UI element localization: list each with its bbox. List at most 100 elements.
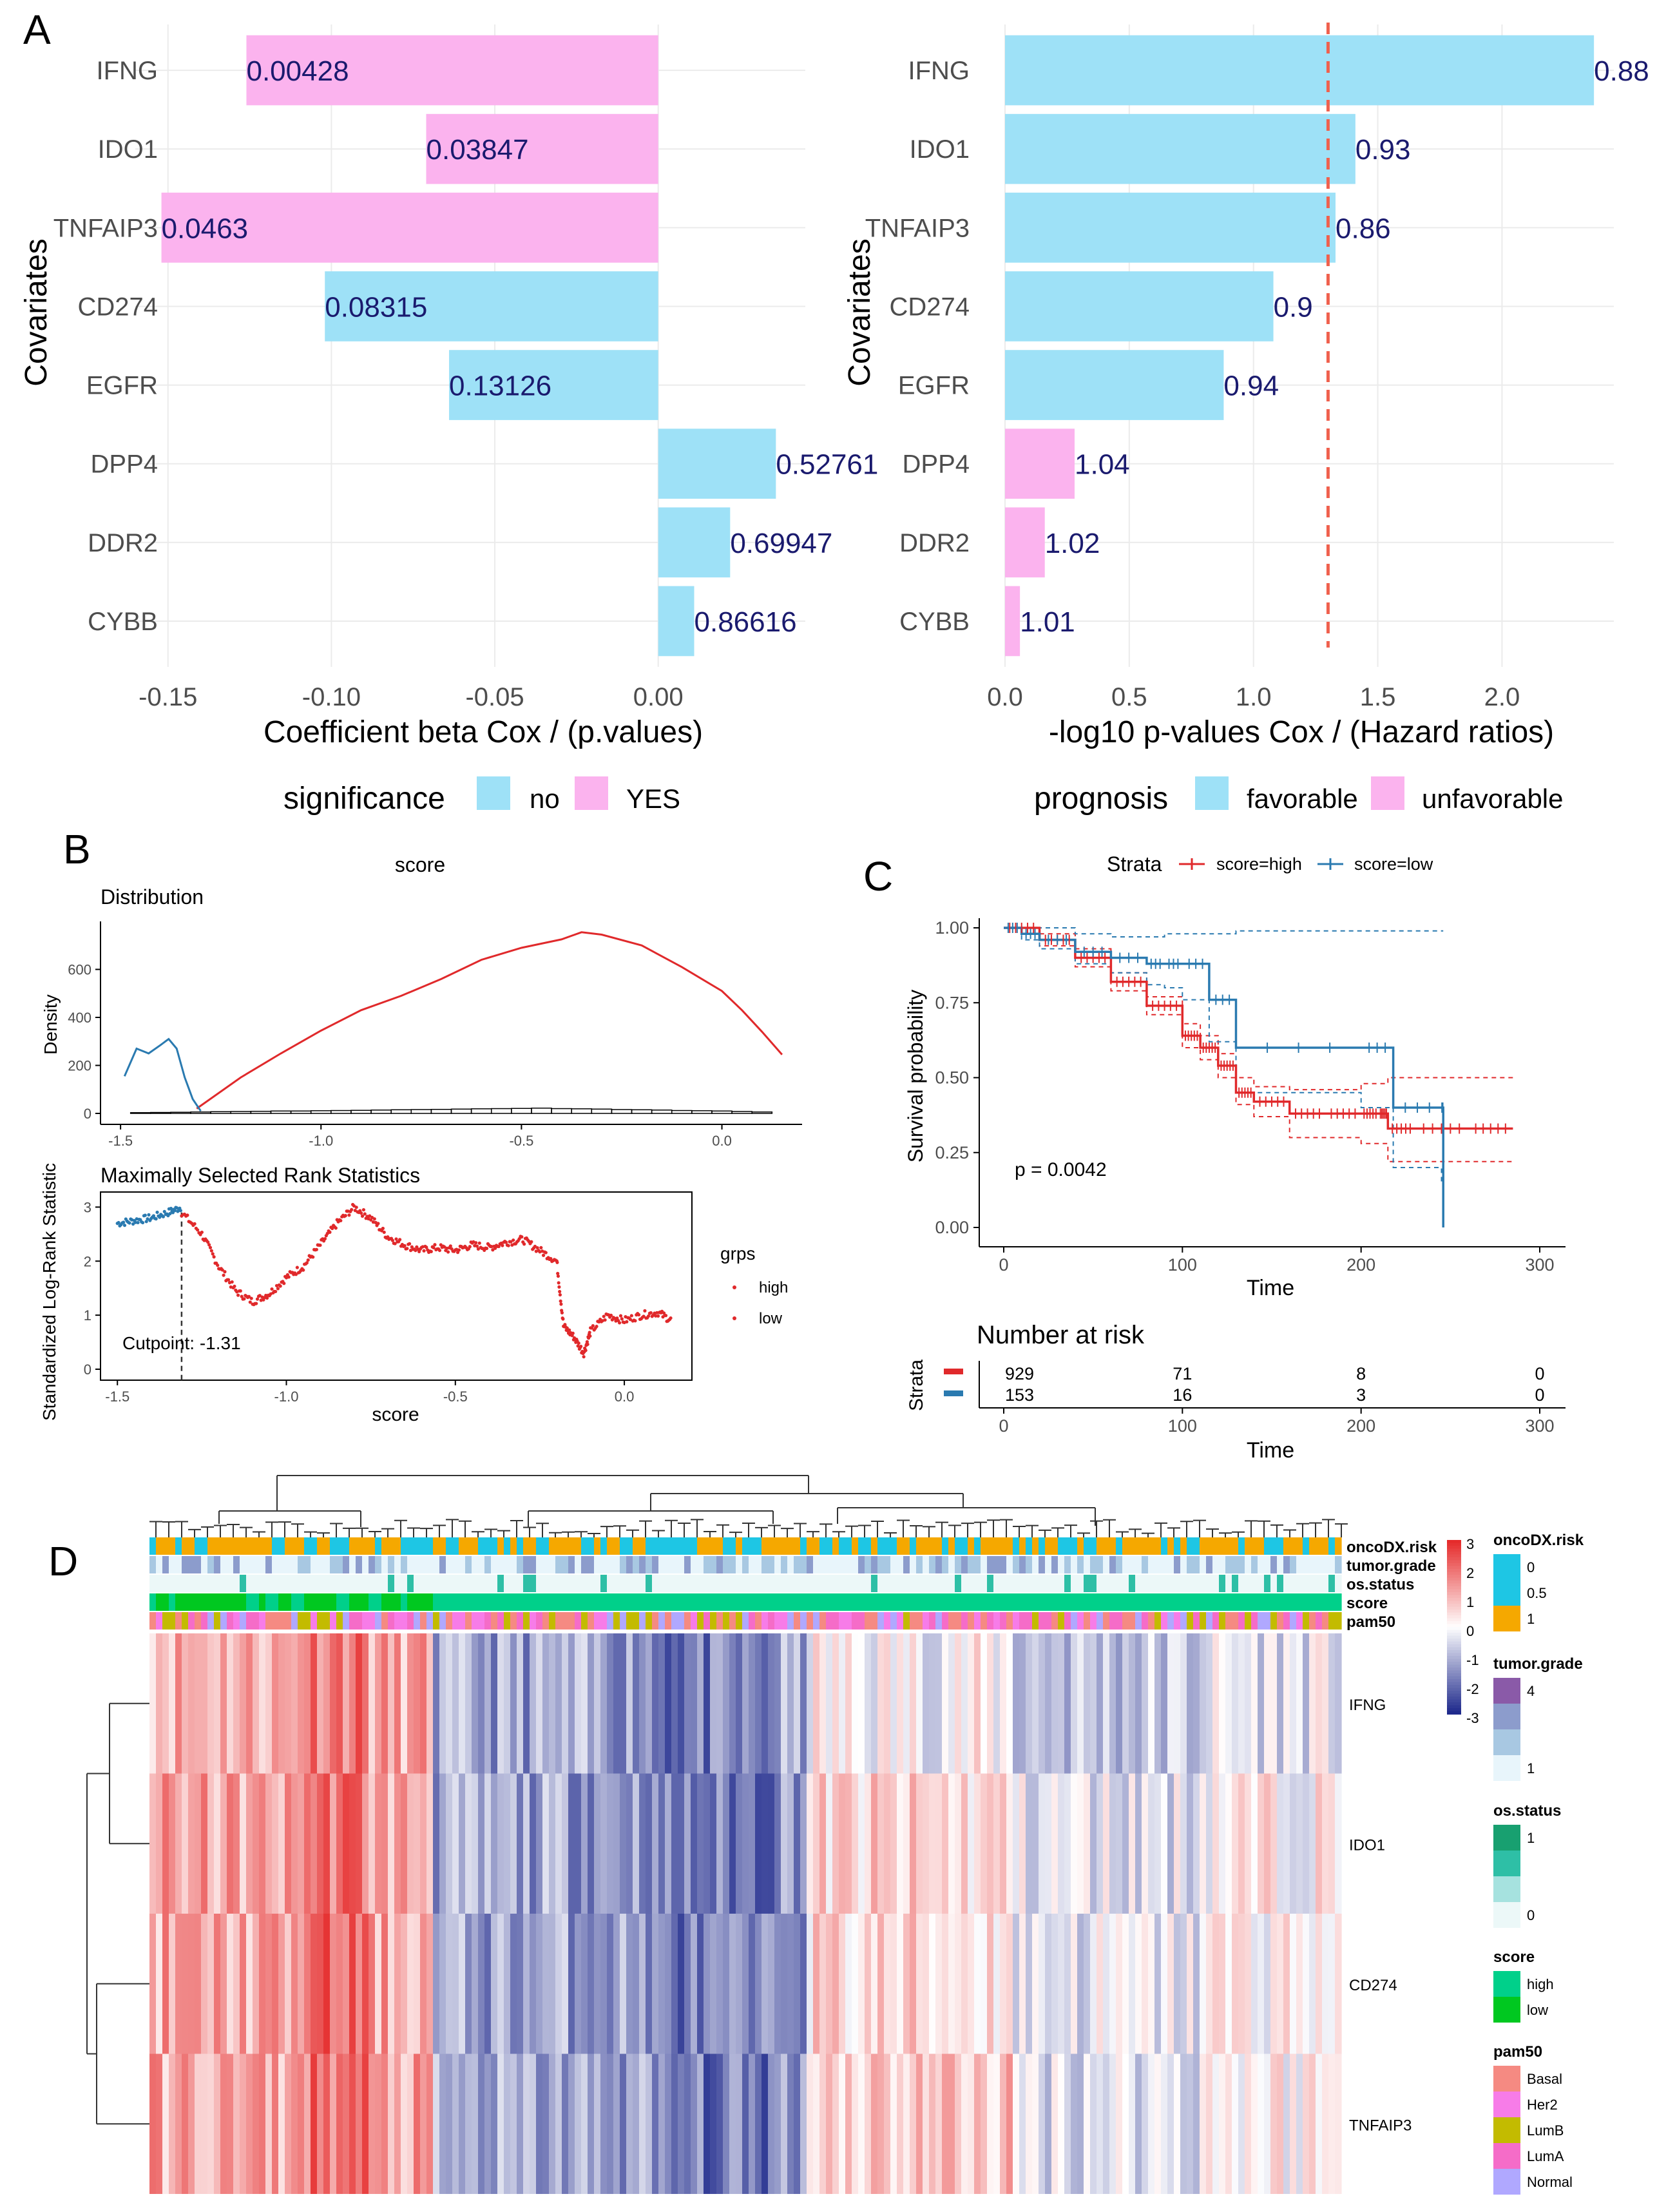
d-heat-cell	[1032, 2053, 1039, 2194]
d-annotation-cell	[1316, 1593, 1323, 1611]
d-heat-cell	[955, 2053, 962, 2194]
d-legend-swatch	[1493, 1678, 1520, 1704]
d-annotation-cell	[433, 1556, 440, 1573]
d-annotation-cell	[1116, 1537, 1123, 1555]
d-legend-title: os.status	[1493, 1802, 1561, 1820]
d-heat-cell	[568, 1633, 575, 1774]
d-annotation-cell	[1058, 1556, 1065, 1573]
b2-point-high	[376, 1222, 380, 1226]
d-annotation-cell	[800, 1556, 807, 1573]
d-heat-cell	[149, 2053, 157, 2194]
d-heat-cell	[536, 1773, 543, 1914]
d-annotation-cell	[433, 1575, 440, 1592]
b2-point-high	[654, 1314, 658, 1318]
d-heat-cell	[858, 1773, 865, 1914]
d-annotation-cell	[253, 1612, 260, 1630]
d-annotation-cell	[626, 1556, 633, 1573]
d-heat-cell	[1225, 1914, 1232, 2054]
d-annotation-cell	[536, 1593, 543, 1611]
d-annotation-cell	[723, 1612, 730, 1630]
d-heat-cell	[156, 1914, 163, 2054]
b2-point-low	[158, 1215, 162, 1219]
c-ylabel: Survival probability	[904, 990, 927, 1163]
d-heat-cell	[246, 1773, 253, 1914]
d-annotation-cell	[652, 1537, 659, 1555]
d-heat-cell	[600, 1914, 608, 2054]
b2-point-high	[535, 1245, 539, 1250]
d-heat-cell	[1135, 1633, 1142, 1774]
b2-point-high	[533, 1244, 537, 1248]
d-annotation-cell	[832, 1556, 839, 1573]
d-annotation-cell	[517, 1537, 524, 1555]
a1-category-label: DDR2	[88, 529, 158, 557]
d-annotation-cell	[942, 1575, 949, 1592]
d-heat-cell	[497, 1773, 504, 1914]
d-annotation-cell	[1154, 1575, 1162, 1592]
d-heat-cell	[459, 1914, 466, 2054]
d-heat-cell	[1148, 1633, 1155, 1774]
d-heat-cell	[678, 1773, 685, 1914]
d-heat-cell	[343, 1914, 350, 2054]
d-heat-cell	[311, 1914, 318, 2054]
d-scale-segment	[1447, 1563, 1461, 1567]
d-annotation-cell	[987, 1575, 994, 1592]
d-heat-cell	[575, 1914, 582, 2054]
d-annotation-cell	[1245, 1556, 1252, 1573]
d-annotation-cell	[1109, 1612, 1116, 1630]
d-heat-cell	[336, 1773, 343, 1914]
d-annotation-cell	[1071, 1556, 1078, 1573]
panel-label-c: C	[863, 853, 893, 899]
b2-point-high	[620, 1317, 624, 1321]
d-annotation-cell	[716, 1556, 723, 1573]
d-annotation-cell	[581, 1556, 588, 1573]
d-annotation-cell	[658, 1612, 666, 1630]
d-annotation-cell	[317, 1537, 324, 1555]
d-annotation-cell	[414, 1593, 421, 1611]
d-annotation-cell	[807, 1556, 814, 1573]
d-heat-cell	[169, 1914, 176, 2054]
b2-point-high	[582, 1355, 586, 1359]
d-heat-cell	[523, 2053, 530, 2194]
d-annotation-cell	[568, 1537, 575, 1555]
d-annotation-cell	[1283, 1612, 1290, 1630]
a1-tick-label: -0.10	[302, 683, 361, 711]
d-annotation-cell	[787, 1612, 794, 1630]
d-heat-cell	[478, 1773, 485, 1914]
d-annotation-cell	[240, 1612, 247, 1630]
d-heat-cell	[240, 1773, 247, 1914]
d-annotation-cell	[736, 1612, 743, 1630]
d-annotation-cell	[800, 1612, 807, 1630]
d-annotation-cell	[388, 1593, 395, 1611]
b2-point-high	[643, 1309, 647, 1313]
d-annotation-cell	[446, 1575, 453, 1592]
d-heat-cell	[388, 1633, 395, 1774]
d-annotation-cell	[356, 1575, 363, 1592]
d-annotation-cell	[1148, 1537, 1155, 1555]
d-heat-cell	[278, 2053, 285, 2194]
d-annotation-cell	[787, 1537, 794, 1555]
d-annotation-cell	[942, 1537, 949, 1555]
d-annotation-cell	[594, 1575, 601, 1592]
b1-y-tick-label: 0	[84, 1106, 91, 1122]
d-scale-segment	[1447, 1601, 1461, 1604]
d-heat-cell	[304, 1914, 311, 2054]
d-annotation-cell	[265, 1556, 273, 1573]
d-annotation-cell	[871, 1593, 878, 1611]
d-annotation-cell	[278, 1537, 285, 1555]
d-heat-cell	[233, 1633, 240, 1774]
d-annotation-cell	[852, 1612, 859, 1630]
d-heat-cell	[807, 2053, 814, 2194]
d-heat-cell	[691, 1773, 698, 1914]
d-heat-cell	[742, 1914, 749, 2054]
d-heat-cell	[1039, 1633, 1046, 1774]
d-annotation-cell	[588, 1537, 595, 1555]
d-heat-cell	[633, 2053, 640, 2194]
d-annotation-cell	[981, 1537, 988, 1555]
d-annotation-cell	[1316, 1556, 1323, 1573]
a1-category-label: EGFR	[86, 372, 158, 400]
d-annotation-cell	[646, 1612, 653, 1630]
d-annotation-cell	[465, 1593, 472, 1611]
d-heat-cell	[890, 1633, 897, 1774]
d-annotation-cell	[852, 1593, 859, 1611]
